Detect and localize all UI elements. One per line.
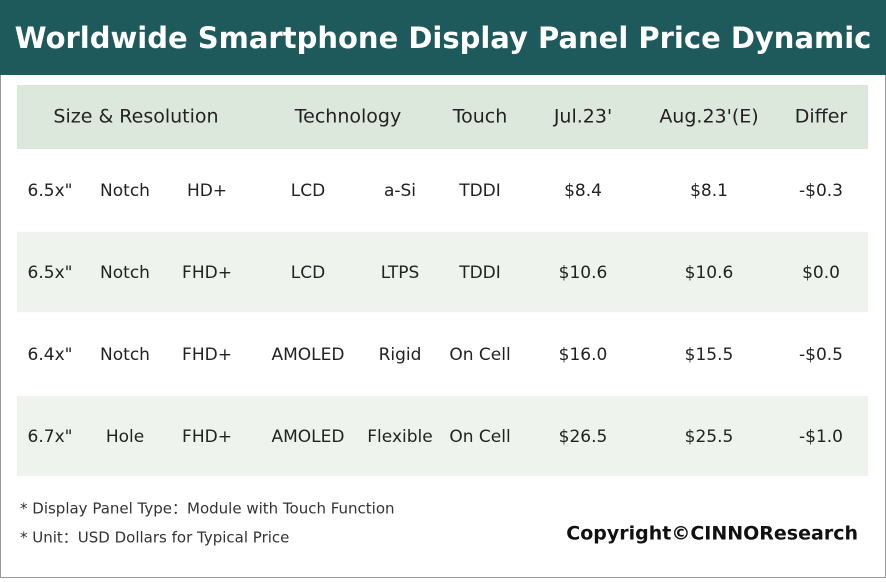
table-cell: FHD+: [182, 427, 232, 447]
table-row: [17, 314, 868, 394]
note: * Display Panel Type：Module with Touch F…: [20, 500, 395, 518]
table-cell: $8.4: [564, 181, 602, 201]
table-cell: AMOLED: [272, 345, 345, 365]
header-cell: Size & Resolution: [53, 106, 218, 128]
copyright: Copyright©CINNOResearch: [566, 523, 858, 545]
note: * Unit：USD Dollars for Typical Price: [20, 529, 289, 547]
table-row: [17, 232, 868, 312]
table-cell: 6.7x": [28, 427, 73, 447]
table-cell: -$1.0: [799, 427, 843, 447]
table-cell: $10.6: [559, 263, 608, 283]
table-cell: TDDI: [458, 181, 501, 201]
table-cell: 6.5x": [28, 263, 73, 283]
table-cell: 6.4x": [28, 345, 73, 365]
table-cell: $10.6: [685, 263, 734, 283]
header-row: [17, 85, 868, 149]
table-cell: $16.0: [559, 345, 608, 365]
table-cell: Notch: [100, 263, 150, 283]
table-row: [17, 150, 868, 230]
table-row: [17, 396, 868, 476]
table-cell: Hole: [106, 427, 144, 447]
table-cell: TDDI: [458, 263, 501, 283]
table-cell: -$0.5: [799, 345, 843, 365]
table-cell: On Cell: [449, 345, 510, 365]
table-cell: a-Si: [384, 181, 416, 201]
table-cell: -$0.3: [799, 181, 843, 201]
table-cell: $15.5: [685, 345, 734, 365]
table-cell: FHD+: [182, 345, 232, 365]
table-cell: Flexible: [367, 427, 432, 447]
title: Worldwide Smartphone Display Panel Price…: [15, 21, 872, 55]
table-cell: LCD: [291, 263, 325, 283]
title-bar: [0, 0, 886, 75]
table-cell: LTPS: [381, 263, 420, 283]
header-cell: Touch: [452, 106, 508, 128]
header-cell: Differ: [795, 106, 848, 128]
table-cell: $0.0: [802, 263, 840, 283]
header-cell: Technology: [294, 106, 401, 128]
table-cell: $26.5: [559, 427, 608, 447]
table-cell: On Cell: [449, 427, 510, 447]
header-cell: Aug.23'(E): [659, 106, 758, 128]
table-cell: Notch: [100, 345, 150, 365]
table-cell: Notch: [100, 181, 150, 201]
table-cell: $8.1: [690, 181, 728, 201]
table-cell: $25.5: [685, 427, 734, 447]
table-cell: AMOLED: [272, 427, 345, 447]
table-cell: HD+: [187, 181, 227, 201]
table-cell: 6.5x": [28, 181, 73, 201]
header-cell: Jul.23': [553, 106, 612, 128]
table-cell: Rigid: [379, 345, 422, 365]
table-cell: LCD: [291, 181, 325, 201]
table-cell: FHD+: [182, 263, 232, 283]
